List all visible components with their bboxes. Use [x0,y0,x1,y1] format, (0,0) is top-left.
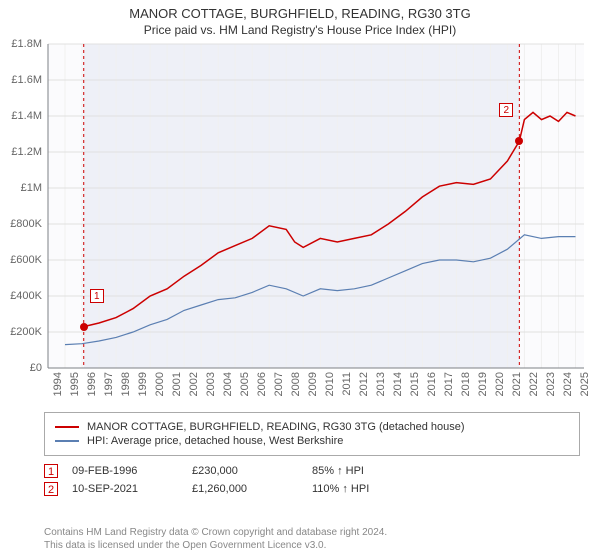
y-tick-label: £200K [2,326,42,338]
sale-index-badge: 1 [44,464,58,478]
footer-line2: This data is licensed under the Open Gov… [44,539,580,552]
marker-dot-2 [515,137,523,145]
y-tick-label: £1.8M [2,38,42,50]
line-svg [48,44,584,368]
y-tick-label: £400K [2,290,42,302]
sale-pct: 85% ↑ HPI [312,465,432,477]
sale-price: £1,260,000 [192,483,312,495]
chart-subtitle: Price paid vs. HM Land Registry's House … [0,23,600,37]
sale-price: £230,000 [192,465,312,477]
legend-label: MANOR COTTAGE, BURGHFIELD, READING, RG30… [87,421,465,433]
sale-pct: 110% ↑ HPI [312,483,432,495]
sale-row: 1 09-FEB-1996£230,00085% ↑ HPI [44,464,580,478]
footer-line1: Contains HM Land Registry data © Crown c… [44,526,580,539]
marker-dot-1 [80,323,88,331]
chart-title: MANOR COTTAGE, BURGHFIELD, READING, RG30… [0,6,600,21]
y-tick-label: £0 [2,362,42,374]
y-tick-label: £1.4M [2,110,42,122]
sales-table: 1 09-FEB-1996£230,00085% ↑ HPI 2 10-SEP-202… [44,460,580,500]
legend-swatch [55,440,79,442]
y-tick-label: £1.6M [2,74,42,86]
chart: 12 £0£200K£400K£600K£800K£1M£1.2M£1.4M£1… [4,44,596,404]
sale-date: 10-SEP-2021 [72,483,192,495]
footer: Contains HM Land Registry data © Crown c… [44,526,580,552]
y-tick-label: £1.2M [2,146,42,158]
y-tick-label: £1M [2,182,42,194]
legend-label: HPI: Average price, detached house, West… [87,435,343,447]
x-tick-label: 2025 [579,372,600,396]
marker-badge-1: 1 [90,289,104,303]
sale-index-badge: 2 [44,482,58,496]
legend-item: HPI: Average price, detached house, West… [55,435,569,447]
sale-date: 09-FEB-1996 [72,465,192,477]
marker-badge-2: 2 [499,103,513,117]
y-tick-label: £600K [2,254,42,266]
legend-swatch [55,426,79,428]
legend: MANOR COTTAGE, BURGHFIELD, READING, RG30… [44,412,580,456]
y-tick-label: £800K [2,218,42,230]
sale-row: 2 10-SEP-2021£1,260,000110% ↑ HPI [44,482,580,496]
legend-item: MANOR COTTAGE, BURGHFIELD, READING, RG30… [55,421,569,433]
plot-area: 12 [48,44,584,368]
